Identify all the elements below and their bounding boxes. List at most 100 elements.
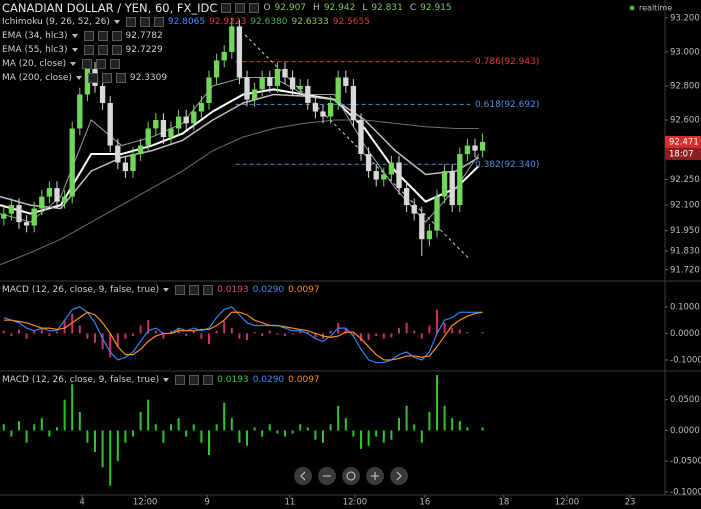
icon bbox=[396, 471, 402, 481]
histogram-bar bbox=[25, 430, 28, 443]
histogram-bar bbox=[2, 330, 5, 334]
macd-line bbox=[3, 306, 483, 364]
histogram-bar bbox=[86, 333, 89, 339]
histogram-bar bbox=[337, 405, 340, 431]
histogram-bar bbox=[246, 430, 248, 446]
histogram-bar bbox=[268, 424, 271, 431]
legend-icon[interactable] bbox=[153, 17, 164, 27]
legend-icon[interactable] bbox=[221, 3, 232, 13]
legend-icon[interactable] bbox=[111, 31, 122, 41]
legend-icon[interactable] bbox=[87, 73, 98, 83]
histogram-bar bbox=[466, 427, 469, 431]
histogram-bar bbox=[48, 430, 51, 437]
x-tick-label: 18 bbox=[498, 498, 509, 508]
legend-icon[interactable] bbox=[97, 31, 108, 41]
legend-icon[interactable] bbox=[111, 45, 122, 55]
legend-icon[interactable] bbox=[203, 375, 214, 385]
realtime-label: realtime bbox=[639, 4, 672, 13]
caret bbox=[75, 76, 82, 80]
candle-body bbox=[320, 111, 326, 117]
histogram-bar bbox=[382, 333, 385, 339]
legend-icon[interactable] bbox=[249, 3, 260, 13]
countdown-label: 18:07 bbox=[669, 149, 694, 159]
candle-body bbox=[206, 77, 212, 103]
y-tick-label: -0.0500 bbox=[670, 457, 701, 467]
candle-body bbox=[426, 230, 433, 240]
legend-icon[interactable] bbox=[115, 73, 126, 83]
scroll-right-button[interactable] bbox=[390, 467, 408, 485]
legend-icon[interactable] bbox=[139, 17, 150, 27]
candle-body bbox=[236, 26, 243, 78]
histogram-bar bbox=[344, 328, 347, 334]
candle-body bbox=[31, 208, 37, 226]
histogram-bar bbox=[63, 399, 66, 431]
legend-icon[interactable] bbox=[96, 59, 107, 69]
candle-body bbox=[23, 222, 30, 226]
indicator-value: 92.5655 bbox=[332, 17, 370, 27]
legend-icon[interactable] bbox=[175, 375, 186, 385]
histogram-bar bbox=[238, 333, 241, 339]
legend-icon[interactable] bbox=[83, 45, 94, 55]
legend-icon[interactable] bbox=[82, 59, 93, 69]
legend-icon[interactable] bbox=[189, 375, 200, 385]
legend-icon[interactable] bbox=[235, 3, 246, 13]
indicator-name: MA (20, close) bbox=[2, 59, 67, 69]
candle-body bbox=[160, 120, 167, 138]
legend-icon[interactable] bbox=[125, 17, 136, 27]
legend-icon[interactable] bbox=[110, 59, 121, 69]
reset-button[interactable] bbox=[342, 467, 360, 485]
candle-body bbox=[457, 154, 463, 206]
histogram-bar bbox=[33, 330, 36, 334]
histogram-bar bbox=[458, 421, 461, 431]
histogram-bar bbox=[261, 333, 264, 337]
legend-icon[interactable] bbox=[101, 73, 112, 83]
legend-icon[interactable] bbox=[203, 285, 214, 295]
candle-body bbox=[198, 102, 205, 112]
legend-row: MACD (12, 26, close, 9, false, true) 0.01… bbox=[2, 283, 320, 297]
legend-icon[interactable] bbox=[189, 285, 200, 295]
fib-label: 0.786(92.943) bbox=[475, 57, 539, 67]
histogram-bar bbox=[375, 430, 378, 437]
histogram-bar bbox=[451, 328, 454, 334]
candle-body bbox=[327, 102, 334, 117]
candle-body bbox=[107, 102, 113, 146]
histogram-bar bbox=[481, 332, 484, 334]
legend-icon[interactable] bbox=[97, 45, 108, 55]
scroll-left-button[interactable] bbox=[294, 467, 312, 485]
histogram-bar bbox=[246, 333, 248, 341]
histogram-bar bbox=[223, 402, 226, 431]
candle-body bbox=[168, 128, 174, 138]
candle-body bbox=[99, 85, 106, 103]
histogram-bar bbox=[192, 424, 195, 431]
histogram-bar bbox=[306, 332, 309, 334]
icon bbox=[371, 472, 379, 480]
histogram-bar bbox=[124, 430, 127, 443]
histogram-bar bbox=[109, 333, 112, 358]
histogram-bar bbox=[268, 330, 271, 334]
caret bbox=[70, 62, 77, 66]
macd-line bbox=[3, 311, 483, 361]
x-tick-label: 12:00 bbox=[555, 498, 580, 508]
last-price-box bbox=[665, 135, 701, 148]
histogram-bar bbox=[382, 430, 385, 443]
candle-body bbox=[350, 85, 357, 120]
candle-body bbox=[464, 145, 471, 155]
navigation-buttons[interactable] bbox=[294, 467, 408, 485]
legend-icon[interactable] bbox=[175, 285, 186, 295]
candle-body bbox=[274, 68, 281, 86]
trend-line bbox=[244, 34, 471, 260]
x-tick-label: 4 bbox=[79, 498, 84, 508]
histogram-bar bbox=[116, 333, 119, 347]
histogram-bar bbox=[154, 424, 157, 431]
indicator-value: 0.0290 bbox=[252, 285, 285, 295]
legend-icon[interactable] bbox=[83, 31, 94, 41]
legend-row: EMA (55, hlc3) 92.7229 bbox=[2, 43, 455, 57]
candle-body bbox=[419, 213, 425, 240]
y-tick-label: 0.0500 bbox=[670, 395, 700, 405]
candle-body bbox=[183, 116, 189, 124]
histogram-bar bbox=[40, 418, 43, 431]
histogram-bar bbox=[230, 418, 233, 431]
indicator-value: 92.6380 bbox=[250, 17, 288, 27]
pane-legend: CANADIAN DOLLAR / YEN, 60, FX_IDC O 92.907… bbox=[2, 1, 455, 85]
